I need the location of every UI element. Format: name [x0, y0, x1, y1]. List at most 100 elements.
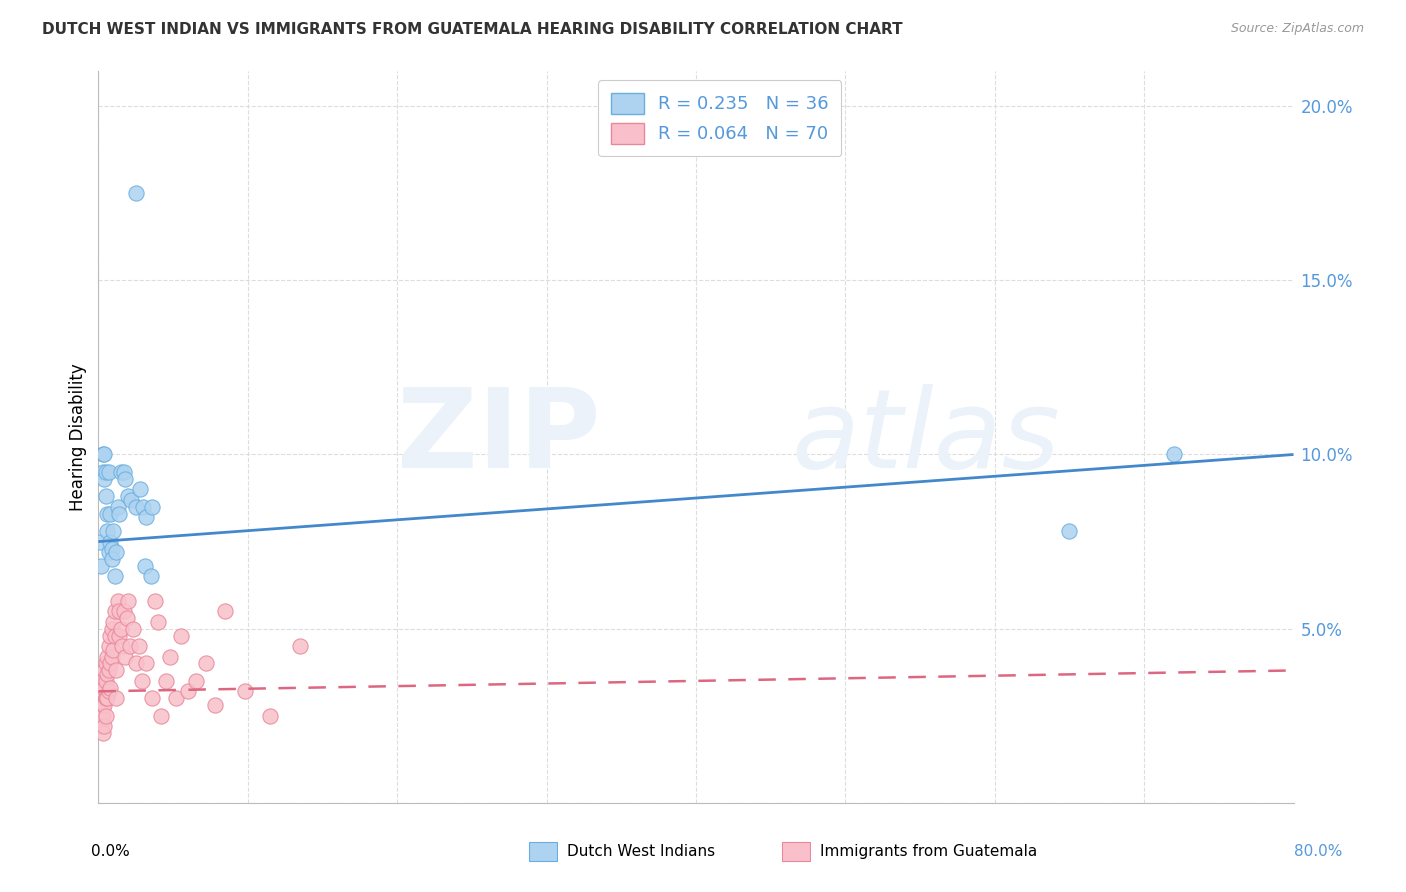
Point — [90, 698, 112, 713]
Point — [96, 507, 118, 521]
Point — [139, 569, 162, 583]
Legend: R = 0.235   N = 36, R = 0.064   N = 70: R = 0.235 N = 36, R = 0.064 N = 70 — [599, 80, 841, 156]
Point — [110, 622, 132, 636]
Point — [148, 615, 170, 629]
Point — [112, 465, 135, 479]
Point — [120, 492, 142, 507]
Point — [96, 649, 118, 664]
Point — [96, 667, 118, 681]
Point — [94, 657, 117, 671]
Point — [150, 708, 173, 723]
Point — [89, 698, 111, 713]
Point — [135, 510, 157, 524]
Point — [89, 705, 111, 719]
Point — [97, 465, 120, 479]
Point — [112, 604, 135, 618]
Point — [111, 639, 134, 653]
Point — [131, 673, 153, 688]
Point — [135, 657, 157, 671]
Point — [103, 642, 125, 657]
Point — [1163, 448, 1185, 462]
Point — [93, 681, 115, 695]
Point — [105, 691, 128, 706]
Point — [108, 604, 131, 618]
Point — [108, 629, 131, 643]
Point — [214, 604, 236, 618]
Point — [195, 657, 218, 671]
Text: Dutch West Indians: Dutch West Indians — [567, 845, 714, 859]
Point — [91, 726, 114, 740]
Text: Source: ZipAtlas.com: Source: ZipAtlas.com — [1230, 22, 1364, 36]
Point — [114, 472, 136, 486]
Point — [121, 622, 143, 636]
Point — [233, 684, 256, 698]
Point — [104, 629, 127, 643]
Point — [98, 534, 122, 549]
Point — [104, 604, 127, 618]
Point — [94, 465, 117, 479]
Point — [117, 594, 139, 608]
Point — [90, 558, 112, 573]
Text: ZIP: ZIP — [396, 384, 600, 491]
Point — [115, 611, 138, 625]
Point — [97, 639, 120, 653]
Point — [169, 629, 191, 643]
Point — [105, 545, 128, 559]
Point — [93, 664, 115, 678]
Point — [108, 507, 131, 521]
Point — [165, 691, 187, 706]
Point — [141, 500, 163, 514]
Point — [91, 673, 114, 688]
Point — [91, 698, 114, 713]
Point — [94, 673, 117, 688]
Point — [155, 673, 177, 688]
Point — [105, 664, 128, 678]
Point — [97, 664, 120, 678]
Point — [97, 545, 120, 559]
Text: DUTCH WEST INDIAN VS IMMIGRANTS FROM GUATEMALA HEARING DISABILITY CORRELATION CH: DUTCH WEST INDIAN VS IMMIGRANTS FROM GUA… — [42, 22, 903, 37]
Point — [94, 489, 117, 503]
Point — [107, 594, 129, 608]
Text: Immigrants from Guatemala: Immigrants from Guatemala — [820, 845, 1038, 859]
Point — [101, 649, 124, 664]
Point — [125, 186, 148, 201]
Point — [93, 472, 115, 486]
Text: 80.0%: 80.0% — [1295, 845, 1343, 859]
Point — [103, 615, 125, 629]
Point — [134, 558, 156, 573]
Point — [93, 719, 115, 733]
Point — [177, 684, 200, 698]
Point — [101, 622, 124, 636]
Point — [94, 708, 117, 723]
Point — [141, 691, 163, 706]
Point — [104, 569, 127, 583]
Text: 0.0%: 0.0% — [91, 845, 131, 859]
Point — [98, 629, 122, 643]
Point — [101, 541, 124, 556]
Point — [159, 649, 181, 664]
Point — [90, 681, 112, 695]
Point — [132, 500, 155, 514]
Point — [204, 698, 226, 713]
Point — [89, 708, 111, 723]
Point — [288, 639, 311, 653]
Point — [101, 552, 124, 566]
Point — [184, 673, 207, 688]
Point — [96, 524, 118, 538]
Point — [91, 684, 114, 698]
Point — [98, 657, 122, 671]
Point — [90, 691, 112, 706]
Point — [103, 524, 125, 538]
Point — [1059, 524, 1081, 538]
Y-axis label: Hearing Disability: Hearing Disability — [69, 363, 87, 511]
Point — [117, 489, 139, 503]
Point — [259, 708, 281, 723]
Text: atlas: atlas — [792, 384, 1060, 491]
Point — [125, 657, 148, 671]
Point — [90, 708, 112, 723]
Point — [97, 684, 120, 698]
Point — [143, 594, 166, 608]
Point — [125, 500, 148, 514]
Point — [93, 448, 115, 462]
Point — [118, 639, 141, 653]
